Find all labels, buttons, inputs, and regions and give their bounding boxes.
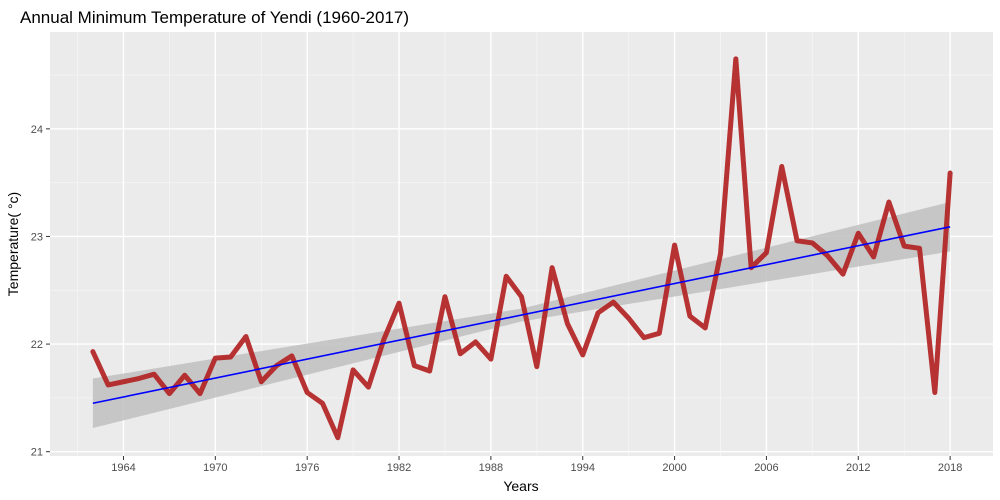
x-tick-label: 1982 (387, 462, 411, 474)
x-tick-label: 2012 (846, 462, 870, 474)
x-tick-label: 1988 (479, 462, 503, 474)
trend-line (92, 225, 951, 405)
y-tick-label: 24 (31, 124, 43, 136)
x-tick-label: 2018 (938, 462, 962, 474)
chart-title: Annual Minimum Temperature of Yendi (196… (20, 8, 409, 27)
x-axis: 1964 1970 1976 1982 1988 1994 2000 2006 2012 2018 (111, 456, 962, 474)
x-tick-label: 1994 (570, 462, 594, 474)
y-tick-label: 23 (31, 231, 43, 243)
y-tick-label: 21 (31, 447, 43, 459)
y-tick-label: 22 (31, 339, 43, 351)
data-series-group (90, 56, 953, 441)
x-tick-label: 1976 (295, 462, 319, 474)
y-axis: 21 22 23 24 (31, 124, 50, 459)
y-axis-title: Temperature( °c) (5, 192, 21, 296)
x-tick-label: 2006 (754, 462, 778, 474)
x-tick-label: 1970 (203, 462, 227, 474)
x-tick-label: 2000 (662, 462, 686, 474)
temperature-series-line (90, 56, 953, 441)
x-tick-label: 1964 (111, 462, 135, 474)
x-axis-title: Years (503, 478, 538, 494)
trend-line-group (92, 225, 951, 405)
